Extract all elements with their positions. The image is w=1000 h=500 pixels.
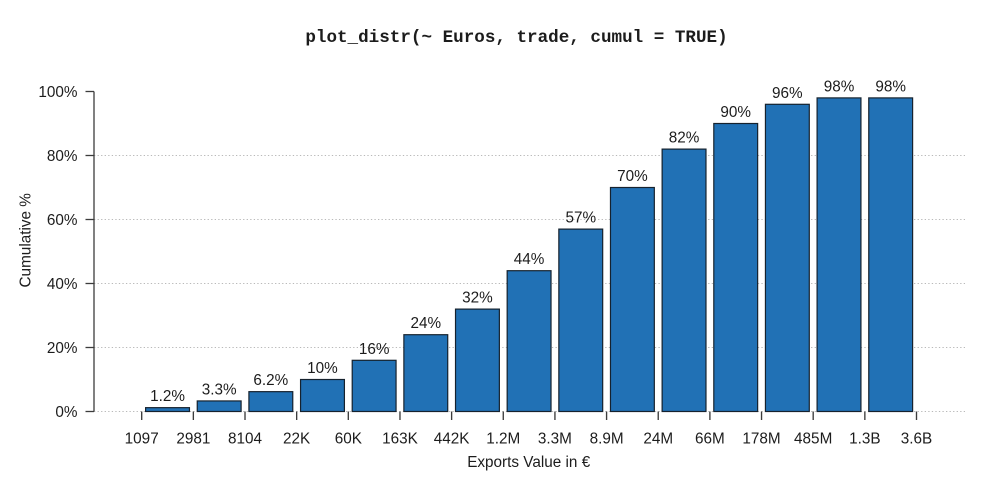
svg-text:10%: 10% — [307, 360, 338, 377]
svg-text:90%: 90% — [720, 104, 751, 121]
svg-text:24%: 24% — [410, 315, 441, 332]
svg-text:1097: 1097 — [125, 431, 159, 448]
svg-text:57%: 57% — [565, 210, 596, 227]
svg-text:8104: 8104 — [228, 431, 263, 448]
svg-text:24M: 24M — [643, 431, 673, 448]
svg-text:44%: 44% — [514, 251, 545, 268]
svg-text:98%: 98% — [875, 78, 906, 95]
svg-text:80%: 80% — [47, 148, 78, 165]
svg-text:70%: 70% — [617, 168, 648, 185]
svg-text:Exports Value in €: Exports Value in € — [467, 454, 591, 471]
svg-text:1.3B: 1.3B — [849, 431, 880, 448]
svg-text:82%: 82% — [669, 130, 700, 147]
svg-text:1.2M: 1.2M — [486, 431, 520, 448]
svg-text:40%: 40% — [47, 276, 78, 293]
svg-text:100%: 100% — [38, 84, 78, 101]
svg-text:6.2%: 6.2% — [253, 372, 288, 389]
svg-text:60K: 60K — [335, 431, 363, 448]
svg-text:3.3%: 3.3% — [202, 381, 237, 398]
svg-text:22K: 22K — [283, 431, 311, 448]
svg-text:98%: 98% — [824, 78, 855, 95]
svg-text:20%: 20% — [47, 340, 78, 357]
svg-text:Cumulative %: Cumulative % — [18, 193, 35, 288]
svg-text:plot_distr(~ Euros, trade, cum: plot_distr(~ Euros, trade, cumul = TRUE) — [305, 28, 727, 48]
svg-text:60%: 60% — [47, 212, 78, 229]
svg-text:0%: 0% — [55, 404, 78, 421]
svg-text:178M: 178M — [742, 431, 780, 448]
svg-text:1.2%: 1.2% — [150, 388, 185, 405]
svg-text:96%: 96% — [772, 85, 803, 102]
svg-text:32%: 32% — [462, 290, 493, 307]
svg-text:163K: 163K — [382, 431, 419, 448]
svg-text:3.3M: 3.3M — [538, 431, 572, 448]
svg-text:485M: 485M — [794, 431, 832, 448]
svg-text:2981: 2981 — [176, 431, 210, 448]
svg-text:3.6B: 3.6B — [901, 431, 932, 448]
svg-text:16%: 16% — [359, 341, 390, 358]
svg-text:442K: 442K — [434, 431, 471, 448]
svg-text:66M: 66M — [695, 431, 725, 448]
svg-text:8.9M: 8.9M — [590, 431, 624, 448]
